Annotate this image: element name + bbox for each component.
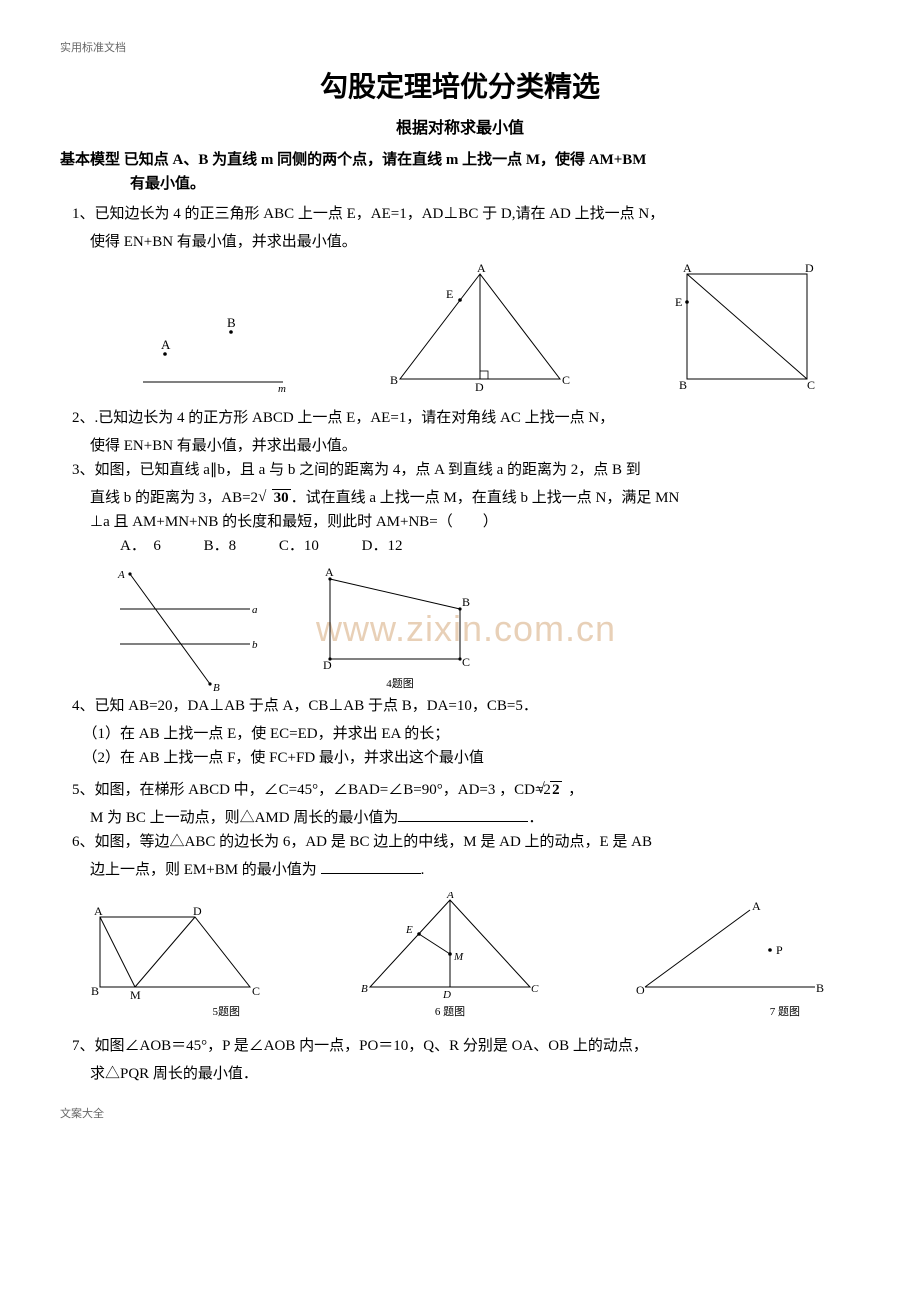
figure-model: m A B xyxy=(133,304,293,394)
page-footer: 文案大全 xyxy=(60,1106,860,1124)
p3-l2b: ．试在直线 a 上找一点 M，在直线 b 上找一点 N，满足 MN xyxy=(291,490,680,506)
p5-l2b: ． xyxy=(528,810,543,826)
svg-text:B: B xyxy=(816,981,824,995)
figure-p6: A B C D E M xyxy=(355,892,545,1002)
svg-text:B: B xyxy=(390,373,398,387)
svg-text:E: E xyxy=(675,295,682,309)
model-text-1: 已知点 A、B 为直线 m 同侧的两个点，请在直线 m 上找一点 M，使得 AM… xyxy=(124,152,647,168)
figure-row-1: m A B A B C D E A D B C E xyxy=(60,264,860,394)
problem-6-line1: 6、如图，等边△ABC 的边长为 6，AD 是 BC 边上的中线，M 是 AD … xyxy=(60,830,860,854)
problem-7-line1: 7、如图∠AOB＝45°，P 是∠AOB 内一点，PO＝10，Q、R 分别是 O… xyxy=(60,1034,860,1058)
page-header: 实用标准文档 xyxy=(60,40,860,58)
svg-text:D: D xyxy=(193,904,202,918)
problem-2-line2: 使得 EN+BN 有最小值，并求出最小值。 xyxy=(60,434,860,458)
svg-text:A: A xyxy=(446,892,454,901)
svg-text:m: m xyxy=(278,383,286,394)
figure-p5: A D B C M xyxy=(80,902,270,1002)
fig7-label: 7 题图 xyxy=(630,1004,830,1022)
figure-p3: a b A B xyxy=(100,564,260,694)
problem-3-choices: A． 6 B．8 C．10 D．12 xyxy=(60,534,860,558)
svg-text:D: D xyxy=(442,989,451,1001)
problem-6-line2: 边上一点，则 EM+BM 的最小值为 . xyxy=(60,858,860,882)
svg-text:A: A xyxy=(94,904,103,918)
p5-l1a: 5、如图，在梯形 ABCD 中，∠C=45°，∠BAD=∠B=90°，AD=3 … xyxy=(72,782,555,798)
problem-5-line1: 5、如图，在梯形 ABCD 中，∠C=45°，∠BAD=∠B=90°，AD=3 … xyxy=(60,778,860,802)
figure-p4: A B C D xyxy=(300,564,500,674)
problem-4-sub1: （1）在 AB 上找一点 E，使 EC=ED，并求出 EA 的长； xyxy=(60,722,860,746)
model-label: 基本模型 xyxy=(60,152,120,168)
svg-text:D: D xyxy=(323,658,332,672)
problem-3-line2: 直线 b 的距离为 3，AB=2 30．试在直线 a 上找一点 M，在直线 b 上… xyxy=(60,486,860,510)
fig6-label: 6 题图 xyxy=(355,1004,545,1022)
p5-l2a: M 为 BC 上一动点，则△AMD 周长的最小值为 xyxy=(90,810,398,826)
svg-text:O: O xyxy=(636,983,645,997)
svg-text:B: B xyxy=(227,315,236,330)
p6-l2b: . xyxy=(421,862,425,878)
figure-square: A D B C E xyxy=(667,264,827,394)
p3-sqrt: 30 xyxy=(272,489,291,506)
svg-text:A: A xyxy=(325,565,334,579)
svg-text:a: a xyxy=(252,604,258,616)
problem-5-line2: M 为 BC 上一动点，则△AMD 周长的最小值为 ． xyxy=(60,806,860,830)
svg-text:M: M xyxy=(130,988,141,1002)
svg-text:E: E xyxy=(446,287,453,301)
problem-3-line1: 3、如图，已知直线 a∥b，且 a 与 b 之间的距离为 4，点 A 到直线 a… xyxy=(60,458,860,482)
problem-1-line1: 1、已知边长为 4 的正三角形 ABC 上一点 E，AE=1，AD⊥BC 于 D… xyxy=(60,202,860,226)
p5-l1b: ， xyxy=(568,782,583,798)
figure-row-2: A D B C M 5题图 A B C D E M 6 题图 O xyxy=(60,892,860,1022)
model-text-2: 有最小值。 xyxy=(60,172,860,196)
svg-text:C: C xyxy=(562,373,570,387)
svg-text:C: C xyxy=(252,984,260,998)
svg-text:B: B xyxy=(361,983,368,995)
fig4-label: 4题图 xyxy=(300,676,500,694)
svg-text:D: D xyxy=(805,264,814,275)
fig5-label: 5题图 xyxy=(80,1004,270,1022)
problem-4-sub2: （2）在 AB 上找一点 F，使 FC+FD 最小，并求出这个最小值 xyxy=(60,746,860,770)
figure-p7: O A B P xyxy=(630,902,830,1002)
svg-text:A: A xyxy=(161,337,171,352)
choice-b: B．8 xyxy=(204,538,237,554)
figure-triangle: A B C D E xyxy=(380,264,580,394)
model-block: 基本模型 已知点 A、B 为直线 m 同侧的两个点，请在直线 m 上找一点 M，… xyxy=(60,148,860,196)
p5-sqrt: 2 xyxy=(550,781,562,798)
svg-text:B: B xyxy=(679,378,687,392)
problem-1-line2: 使得 EN+BN 有最小值，并求出最小值。 xyxy=(60,230,860,254)
svg-text:M: M xyxy=(453,951,464,963)
svg-text:b: b xyxy=(252,639,258,651)
page-subtitle: 根据对称求最小值 xyxy=(60,116,860,142)
page-title: 勾股定理培优分类精选 xyxy=(60,66,860,111)
svg-text:D: D xyxy=(475,380,484,394)
p6-l2a: 边上一点，则 EM+BM 的最小值为 xyxy=(90,862,321,878)
choice-c: C．10 xyxy=(279,538,319,554)
svg-text:A: A xyxy=(752,902,761,913)
problem-4-line1: 4、已知 AB=20，DA⊥AB 于点 A，CB⊥AB 于点 B，DA=10，C… xyxy=(60,694,860,718)
problem-3-line3: ⊥a 且 AM+MN+NB 的长度和最短，则此时 AM+NB=（ ） xyxy=(60,510,860,534)
blank-6 xyxy=(321,858,421,874)
choice-a: A． 6 xyxy=(120,538,161,554)
svg-text:P: P xyxy=(776,943,783,957)
choice-d: D．12 xyxy=(362,538,403,554)
problem-7-line2: 求△PQR 周长的最小值． xyxy=(60,1062,860,1086)
p3-l2a: 直线 b 的距离为 3，AB=2 xyxy=(90,490,258,506)
svg-text:C: C xyxy=(462,655,470,669)
blank-5 xyxy=(398,806,528,822)
problem-2-line1: 2、.已知边长为 4 的正方形 ABCD 上一点 E，AE=1，请在对角线 AC… xyxy=(60,406,860,430)
svg-text:C: C xyxy=(531,983,539,995)
svg-text:B: B xyxy=(213,682,220,694)
svg-text:A: A xyxy=(683,264,692,275)
svg-text:A: A xyxy=(117,569,125,581)
svg-text:B: B xyxy=(91,984,99,998)
svg-text:E: E xyxy=(405,924,413,936)
svg-text:B: B xyxy=(462,595,470,609)
svg-text:C: C xyxy=(807,378,815,392)
svg-text:A: A xyxy=(477,264,486,275)
